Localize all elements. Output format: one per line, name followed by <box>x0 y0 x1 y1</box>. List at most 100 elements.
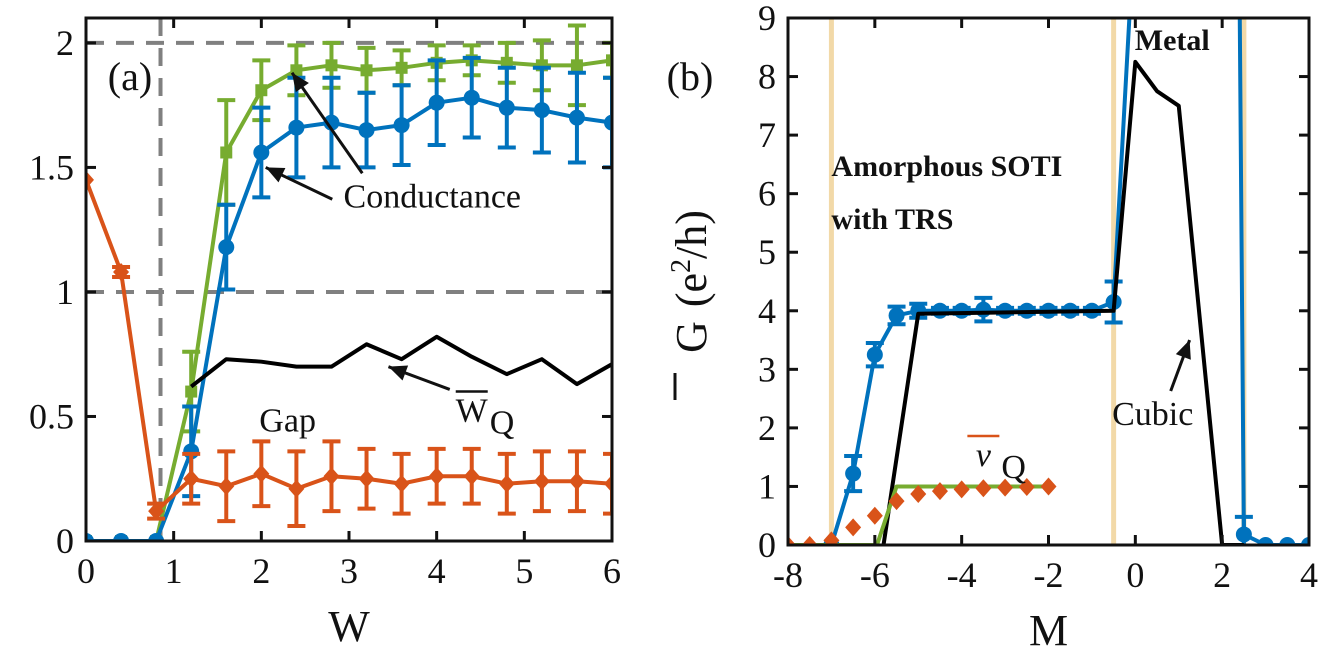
data-point <box>823 531 840 545</box>
data-point <box>975 301 992 318</box>
data-point <box>288 479 305 498</box>
data-point <box>931 482 948 501</box>
plot-area <box>86 18 612 541</box>
x-tick-label: -2 <box>1034 555 1064 595</box>
data-point <box>498 99 515 116</box>
data-point <box>606 54 612 67</box>
data-point <box>428 94 445 111</box>
data-point <box>568 109 585 126</box>
series-w-q <box>189 334 612 389</box>
data-point <box>931 302 948 319</box>
data-point <box>463 89 480 106</box>
y-axis-label: G (e2/h) <box>666 210 716 353</box>
series-line <box>86 95 612 541</box>
data-point <box>463 467 480 486</box>
data-point <box>395 61 408 74</box>
annotation-text: Metal <box>1135 24 1210 57</box>
x-tick-label: 4 <box>1300 555 1318 595</box>
data-point <box>568 472 585 491</box>
data-point <box>1257 537 1274 545</box>
annotation-0: Amorphous SOTI <box>831 150 1062 183</box>
data-point <box>358 469 375 488</box>
y-tick-label: 1.5 <box>29 147 74 187</box>
series-cubic <box>881 59 1244 545</box>
data-point <box>604 114 612 131</box>
data-point <box>1040 477 1057 496</box>
series-line <box>881 59 1244 545</box>
series-line <box>86 58 612 541</box>
y-tick-label: 2 <box>56 23 74 63</box>
y-tick-label: 1 <box>56 272 74 312</box>
data-point <box>788 536 796 545</box>
data-point <box>866 506 883 525</box>
y-tick-label: 5 <box>758 232 776 272</box>
data-point <box>801 536 818 545</box>
y-tick-label: 6 <box>758 174 776 214</box>
x-axis-label: W <box>328 602 370 651</box>
data-point <box>533 102 550 119</box>
panel-label: (b) <box>667 54 714 99</box>
data-point <box>393 117 410 134</box>
data-point <box>1018 478 1035 497</box>
y-tick-label: 7 <box>758 115 776 155</box>
data-point <box>428 467 445 486</box>
y-tick-label: 2 <box>758 408 776 448</box>
y-axis-label-unit: (e <box>667 273 716 307</box>
data-point <box>148 533 165 541</box>
plot-area <box>788 18 1309 545</box>
data-point <box>953 302 970 319</box>
x-tick-label: 6 <box>603 551 621 591</box>
annotation-text: W <box>456 392 489 429</box>
data-point <box>500 56 513 69</box>
data-point <box>888 307 905 324</box>
data-point <box>845 518 862 537</box>
annotation-1: Gap <box>259 402 316 439</box>
x-tick-label: 5 <box>515 551 533 591</box>
data-point <box>323 114 340 131</box>
data-point <box>975 479 992 498</box>
annotation-arrowhead <box>388 365 409 381</box>
x-tick-label: 3 <box>340 551 358 591</box>
annotation-subscript: Q <box>1001 449 1026 486</box>
annotation-2: Metal <box>1135 24 1210 57</box>
data-point <box>218 477 235 496</box>
y-tick-label: 9 <box>758 0 776 38</box>
panel-b-chart: -8 -6 -4 -2 0 2 40123456789MG(e2/h)(b)Amorphou… <box>666 0 1318 655</box>
y-tick-label: 1 <box>758 466 776 506</box>
y-axis-label-unit-end: /h) <box>667 210 716 259</box>
data-point <box>1235 526 1252 543</box>
data-point <box>953 480 970 499</box>
series-line <box>829 18 1309 545</box>
axes-frame <box>84 16 614 543</box>
data-point <box>888 492 905 511</box>
data-point <box>218 239 235 256</box>
data-point <box>86 170 94 189</box>
data-point <box>604 474 612 493</box>
data-point <box>570 59 583 72</box>
y-tick-label: 0 <box>758 525 776 565</box>
annotation-text: Cubic <box>1112 396 1193 433</box>
y-tick-label: 3 <box>758 349 776 389</box>
annotation-arrowhead <box>292 72 309 93</box>
data-point <box>148 502 165 521</box>
data-point <box>358 122 375 139</box>
data-point <box>866 346 883 363</box>
annotation-0: Conductance <box>265 71 521 215</box>
data-point <box>393 474 410 493</box>
x-tick-label: 4 <box>428 551 446 591</box>
x-tick-label: -4 <box>947 555 977 595</box>
y-tick-label: 0.5 <box>29 396 74 436</box>
series-line <box>86 179 612 514</box>
data-point <box>498 474 515 493</box>
series-line <box>189 334 612 389</box>
data-point <box>113 533 130 541</box>
x-axis-label: M <box>1029 606 1068 655</box>
annotation-text: Amorphous SOTI <box>831 150 1062 183</box>
annotation-arrowhead <box>1175 340 1191 360</box>
data-point <box>997 478 1014 497</box>
data-point <box>845 465 862 482</box>
